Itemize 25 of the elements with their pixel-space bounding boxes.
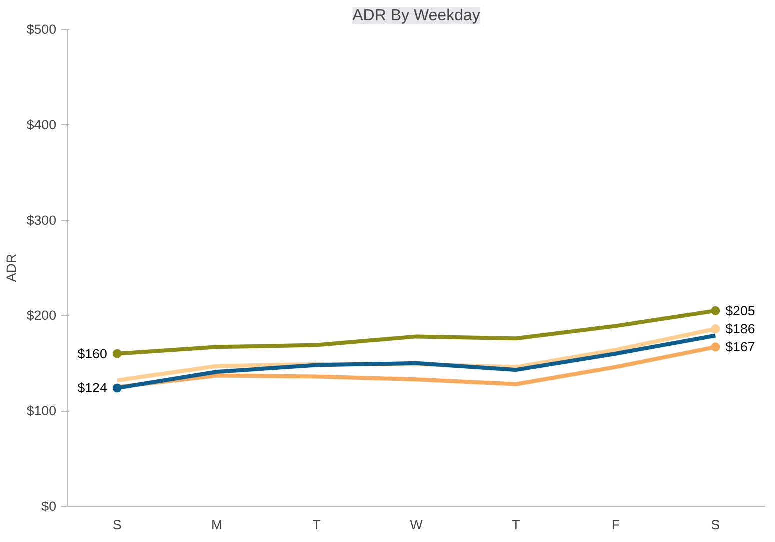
x-tick-label: T [312, 518, 321, 532]
data-label: $160 [78, 346, 108, 362]
x-tick-label: S [711, 518, 720, 532]
point [112, 384, 122, 393]
data-label: $124 [78, 380, 108, 396]
point [711, 324, 720, 334]
y-tick-label: $400 [26, 117, 57, 132]
y-tick-label: $100 [26, 404, 57, 419]
x-tick-label: F [612, 518, 620, 532]
y-tick-label: $200 [26, 308, 57, 324]
y-axis-title: ADR [4, 254, 19, 282]
data-label: $186 [726, 322, 756, 337]
x-tick-label: W [410, 518, 424, 532]
x-tick-label: T [512, 518, 520, 532]
chart-title: ADR By Weekday [352, 8, 480, 24]
x-tick-label: S [112, 518, 122, 532]
y-tick-label: $300 [26, 212, 57, 228]
y-tick-label: $0 [42, 499, 57, 514]
data-label: $167 [726, 340, 756, 355]
data-label: $205 [726, 303, 756, 318]
y-tick-label: $500 [26, 22, 57, 37]
point [112, 349, 122, 358]
point [711, 342, 720, 352]
point [711, 306, 720, 316]
x-tick-label: M [212, 518, 223, 532]
